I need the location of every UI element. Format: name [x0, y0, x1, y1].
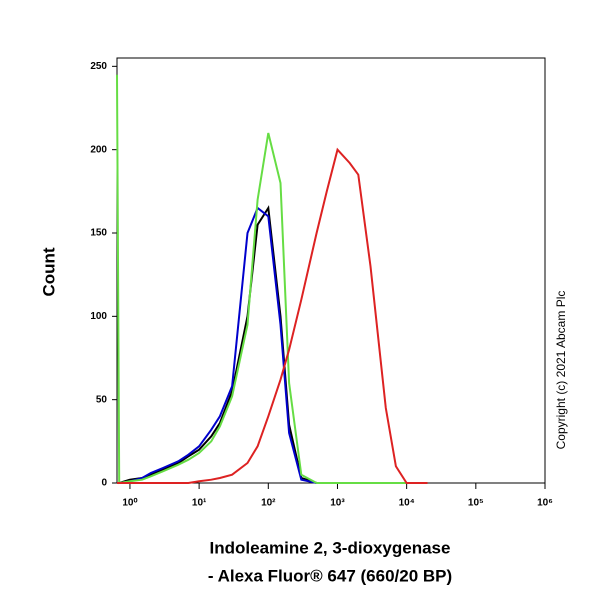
y-tick-label: 50	[96, 394, 108, 405]
histogram-line	[117, 206, 428, 484]
x-tick-label: 10²	[261, 498, 276, 509]
y-tick-label: 0	[101, 478, 107, 489]
histogram-line	[116, 74, 428, 485]
histogram-line	[117, 147, 428, 484]
x-tick-label: 10⁴	[399, 498, 415, 509]
x-axis-label: Indoleamine 2, 3-dioxygenase	[210, 538, 451, 557]
plot-frame	[116, 57, 546, 484]
x-tick-label: 10³	[330, 498, 345, 509]
y-tick-label: 200	[90, 144, 107, 155]
y-axis-label: Count	[39, 247, 58, 296]
y-tick-label: 250	[90, 61, 107, 72]
x-tick-label: 10⁶	[537, 498, 553, 509]
x-axis-label: - Alexa Fluor® 647 (660/20 BP)	[208, 566, 452, 585]
x-tick-label: 10⁰	[122, 498, 137, 509]
x-tick-label: 10¹	[192, 498, 207, 509]
y-tick-label: 100	[90, 311, 107, 322]
x-tick-label: 10⁵	[468, 498, 484, 509]
copyright: Copyright (c) 2021 Abcam Plc	[554, 291, 568, 450]
y-tick-label: 150	[90, 228, 107, 239]
